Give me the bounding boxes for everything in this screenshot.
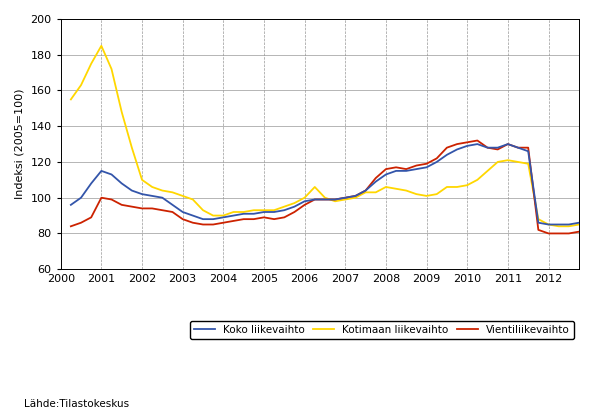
Koko liikevaihto bbox=[67, 202, 74, 207]
Koko liikevaihto bbox=[565, 222, 573, 227]
Vientiliikevaihto bbox=[179, 217, 187, 222]
Vientiliikevaihto bbox=[433, 156, 440, 161]
Koko liikevaihto bbox=[576, 220, 583, 225]
Kotimaan liikevaihto bbox=[67, 97, 74, 102]
Koko liikevaihto bbox=[433, 159, 440, 164]
Vientiliikevaihto bbox=[474, 138, 481, 143]
Text: Lähde:Tilastokeskus: Lähde:Tilastokeskus bbox=[24, 399, 129, 409]
Koko liikevaihto bbox=[230, 213, 237, 218]
Koko liikevaihto bbox=[179, 209, 187, 214]
Y-axis label: Indeksi (2005=100): Indeksi (2005=100) bbox=[15, 89, 25, 199]
Kotimaan liikevaihto bbox=[443, 184, 450, 189]
Vientiliikevaihto bbox=[576, 229, 583, 234]
Kotimaan liikevaihto bbox=[98, 43, 105, 48]
Vientiliikevaihto bbox=[220, 220, 227, 225]
Vientiliikevaihto bbox=[403, 167, 410, 172]
Vientiliikevaihto bbox=[67, 224, 74, 229]
Vientiliikevaihto bbox=[565, 231, 573, 236]
Kotimaan liikevaihto bbox=[413, 192, 420, 197]
Kotimaan liikevaihto bbox=[189, 197, 197, 202]
Koko liikevaihto bbox=[545, 222, 552, 227]
Koko liikevaihto bbox=[220, 215, 227, 220]
Kotimaan liikevaihto bbox=[565, 224, 573, 229]
Legend: Koko liikevaihto, Kotimaan liikevaihto, Vientiliikevaihto: Koko liikevaihto, Kotimaan liikevaihto, … bbox=[189, 321, 574, 339]
Kotimaan liikevaihto bbox=[240, 209, 247, 214]
Vientiliikevaihto bbox=[545, 231, 552, 236]
Kotimaan liikevaihto bbox=[576, 222, 583, 227]
Koko liikevaihto bbox=[403, 168, 410, 173]
Kotimaan liikevaihto bbox=[230, 209, 237, 214]
Line: Vientiliikevaihto: Vientiliikevaihto bbox=[71, 141, 579, 234]
Kotimaan liikevaihto bbox=[555, 224, 563, 229]
Line: Koko liikevaihto: Koko liikevaihto bbox=[71, 144, 579, 224]
Vientiliikevaihto bbox=[230, 219, 237, 224]
Line: Kotimaan liikevaihto: Kotimaan liikevaihto bbox=[71, 46, 579, 226]
Koko liikevaihto bbox=[474, 142, 481, 147]
